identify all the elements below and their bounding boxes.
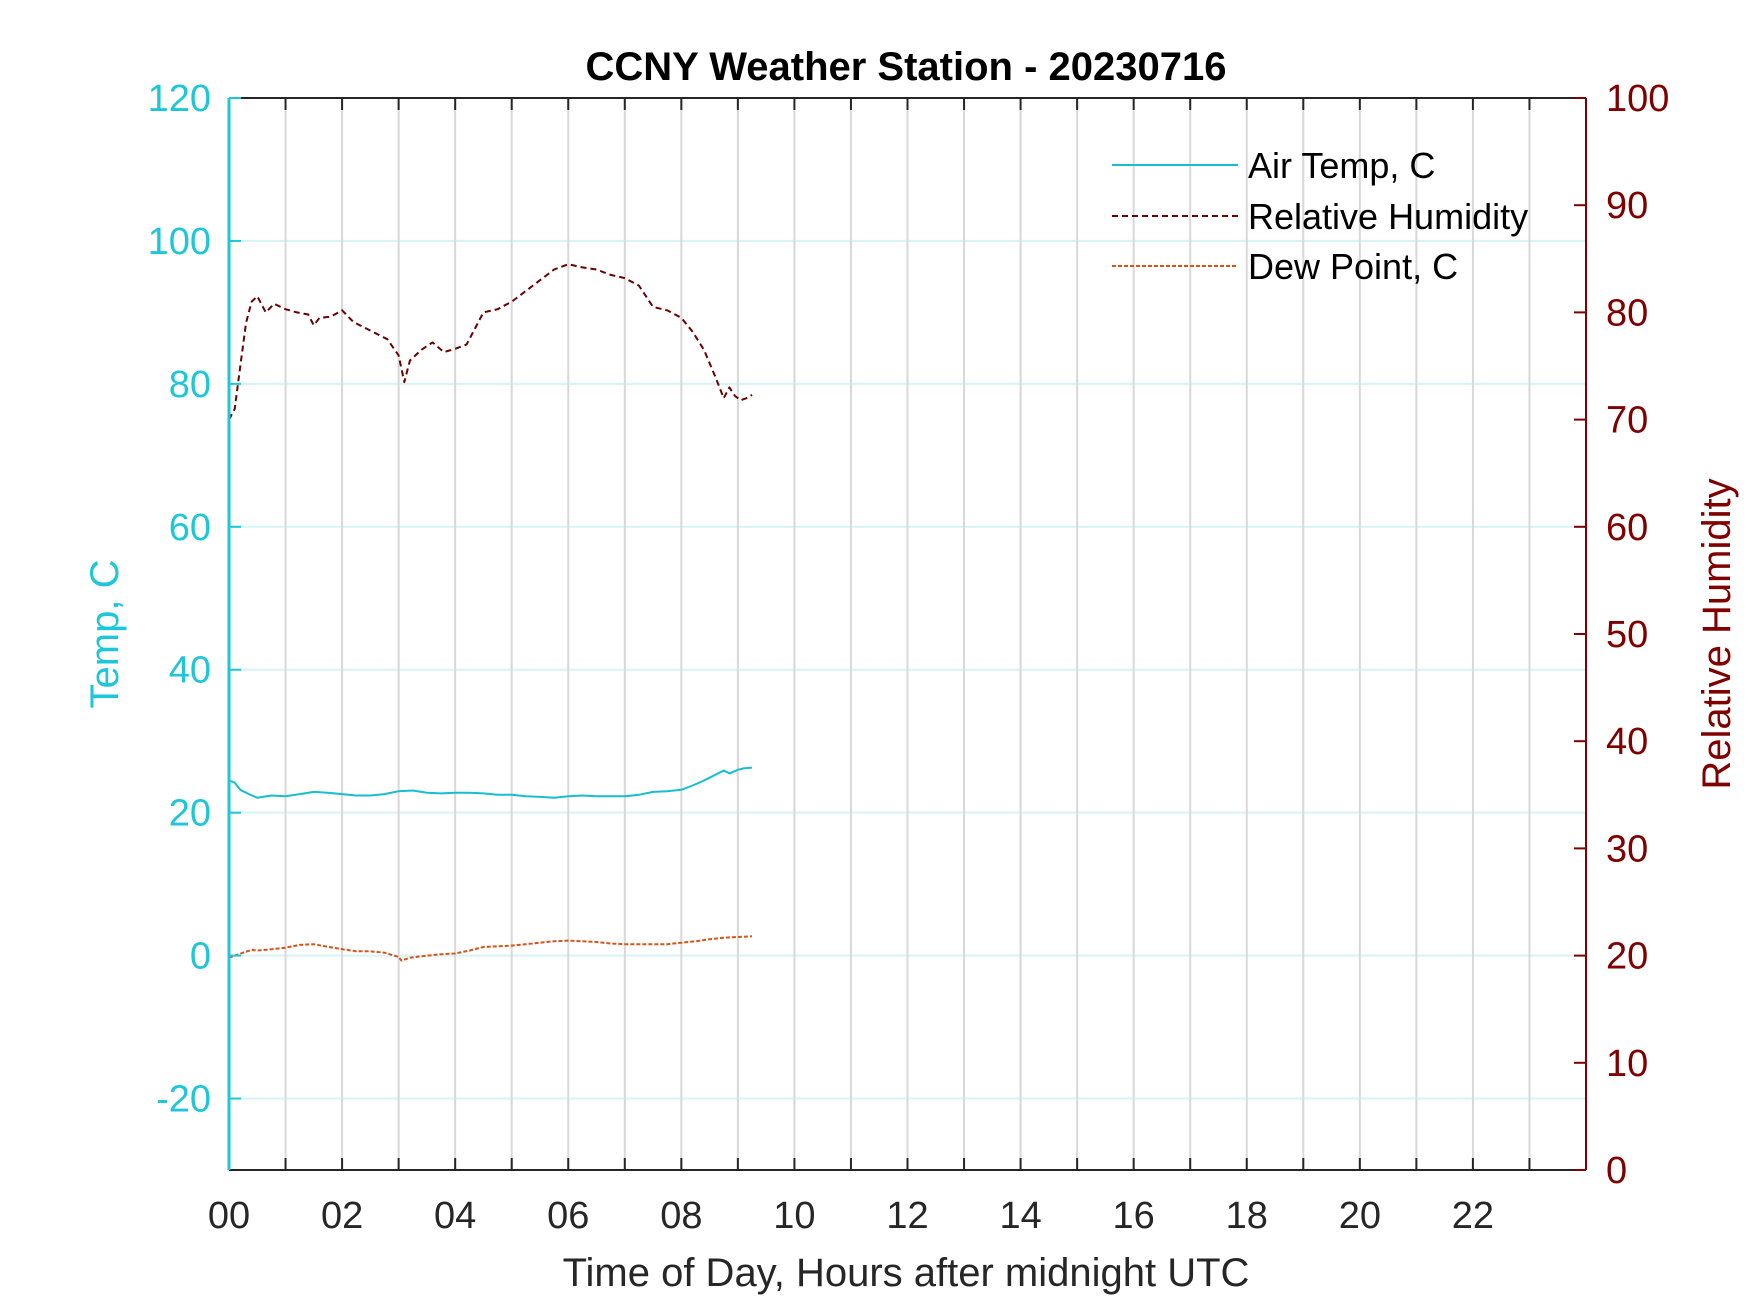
legend: Air Temp, C Relative Humidity Dew Point, C [1112,145,1528,287]
series-line-relative-humidity [228,263,753,421]
y-axis-label-left: Temp, C [83,560,127,709]
x-tick-label: 08 [660,1195,702,1237]
x-axis-label: Time of Day, Hours after midnight UTC [563,1251,1250,1295]
y-right-tick-label: 30 [1606,828,1648,870]
y-axis-label-right: Relative Humidity [1695,478,1739,789]
chart-title: CCNY Weather Station - 20230716 [586,45,1227,89]
x-tick-label: 00 [208,1195,250,1237]
x-tick-label: 16 [1113,1195,1155,1237]
series-line-air-temp-c [228,766,753,799]
y-left-tick-label: 40 [169,650,211,692]
y-right-tick-label: 50 [1606,614,1648,656]
x-tick-label: 14 [999,1195,1041,1237]
y-right-tick-label: 60 [1606,507,1648,549]
x-tick-label: 06 [547,1195,589,1237]
series-line-dew-point-c [228,935,753,962]
series-layer [228,263,753,962]
grid-layer [229,98,1586,1170]
y-right-tick-label: 20 [1606,936,1648,978]
y-left-tick-label: 20 [169,793,211,835]
x-tick-label: 12 [886,1195,928,1237]
y-right-tick-label: 0 [1606,1150,1627,1192]
legend-label: Dew Point, C [1248,246,1458,287]
x-tick-label: 18 [1226,1195,1268,1237]
y-right-tick-label: 10 [1606,1043,1648,1085]
legend-label: Relative Humidity [1248,196,1528,237]
x-tick-label: 02 [321,1195,363,1237]
y-left-tick-label: 0 [190,936,211,978]
y-right-tick-label: 100 [1606,78,1669,120]
y-right-tick-label: 40 [1606,721,1648,763]
y-left-tick-label: 60 [169,507,211,549]
y-right-tick-label: 70 [1606,400,1648,442]
y-left-tick-label: 80 [169,364,211,406]
x-tick-label: 20 [1339,1195,1381,1237]
y-left-tick-label: 120 [148,78,211,120]
legend-label: Air Temp, C [1248,145,1435,186]
x-tick-label: 22 [1452,1195,1494,1237]
y-left-tick-label: -20 [156,1079,211,1121]
x-tick-label: 10 [773,1195,815,1237]
y-left-tick-label: 100 [148,221,211,263]
y-right-tick-label: 80 [1606,292,1648,334]
y-right-tick-label: 90 [1606,185,1648,227]
axes-layer: 00 02 04 06 08 10 12 14 16 18 20 22-200204060801001… [148,78,1670,1237]
x-tick-label: 04 [434,1195,476,1237]
